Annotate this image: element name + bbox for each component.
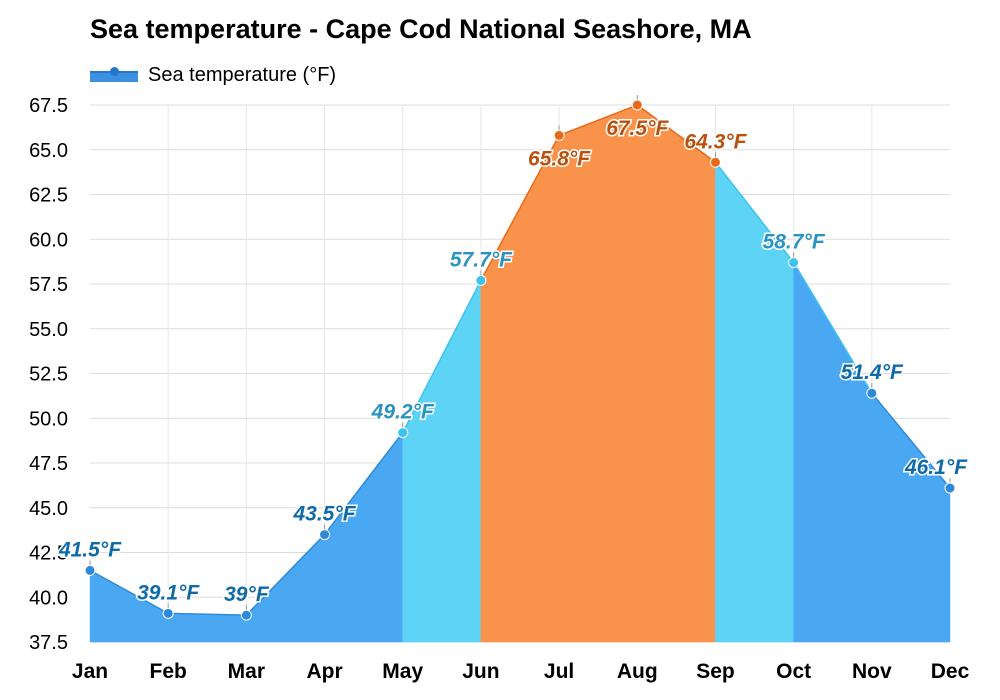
y-tick-label: 67.5	[29, 95, 68, 117]
data-point-sep	[709, 156, 721, 168]
x-tick-label: Aug	[617, 660, 658, 683]
x-tick-label: Mar	[228, 660, 265, 683]
x-tick-label: Apr	[306, 660, 342, 683]
data-point-oct	[788, 257, 800, 269]
series-line-segment	[323, 432, 404, 536]
area-band-jun	[480, 135, 560, 643]
series-line-segment	[89, 569, 169, 615]
x-tick-label: Jan	[72, 660, 108, 683]
series-line-segment	[245, 534, 326, 616]
legend[interactable]: Sea temperature (°F)	[90, 62, 336, 88]
x-tick-label: Nov	[852, 660, 892, 683]
y-tick-label: 60.0	[29, 229, 68, 251]
x-tick-label: May	[382, 660, 423, 683]
y-tick-label: 57.5	[29, 274, 68, 296]
y-tick-label: 52.5	[29, 364, 68, 386]
legend-label: Sea temperature (°F)	[148, 63, 337, 86]
series-line-segment	[636, 104, 716, 163]
area-band-feb	[167, 613, 247, 643]
data-label-jul: 65.8°F	[528, 147, 591, 170]
x-tick-label: Jul	[544, 660, 574, 683]
y-tick-label: 42.5	[29, 543, 68, 565]
y-tick-label: 47.5	[29, 453, 68, 475]
data-label-sep: 64.3°F	[684, 130, 747, 153]
data-point-nov	[866, 387, 878, 399]
data-point-may	[397, 427, 409, 439]
x-tick-label: Feb	[150, 660, 187, 683]
series-line-segment	[402, 280, 482, 433]
data-label-nov: 51.4°F	[841, 361, 904, 384]
area-band-jul	[558, 104, 638, 643]
series-line-segment	[168, 612, 247, 616]
y-tick-label: 65.0	[29, 140, 68, 162]
area-band-aug	[637, 104, 716, 643]
data-point-jun	[475, 274, 487, 286]
data-point-mar	[240, 609, 252, 621]
y-tick-label: 62.5	[29, 185, 68, 207]
data-label-oct: 58.7°F	[763, 231, 826, 254]
y-tick-label: 40.0	[29, 587, 68, 609]
y-tick-label: 50.0	[29, 408, 68, 430]
area-band-may	[402, 280, 482, 643]
area-band-apr	[324, 431, 403, 643]
x-tick-label: Jun	[462, 660, 499, 683]
data-point-aug	[631, 99, 643, 111]
series-line-segment	[714, 161, 795, 263]
area-band-nov	[871, 392, 951, 643]
x-tick-label: Oct	[776, 660, 811, 683]
y-tick-label: 55.0	[29, 319, 68, 341]
series-line-segment	[480, 135, 560, 281]
data-label-mar: 39°F	[224, 583, 270, 606]
data-label-jan: 41.5°F	[58, 538, 122, 561]
series-line-segment	[558, 104, 638, 137]
data-label-dec: 46.1°F	[904, 456, 968, 479]
data-point-jul	[553, 129, 565, 141]
data-label-jun: 57.7°F	[450, 248, 513, 271]
data-point-apr	[319, 529, 331, 541]
data-label-aug: 67.5°F	[606, 117, 669, 140]
data-point-dec	[944, 482, 956, 494]
data-label-may: 49.2°F	[371, 401, 435, 424]
x-tick-label: Sep	[696, 660, 735, 683]
chart-title: Sea temperature - Cape Cod National Seas…	[90, 14, 752, 44]
data-label-feb: 39.1°F	[137, 581, 200, 604]
x-tick-label: Dec	[931, 660, 970, 683]
series-line-segment	[871, 392, 951, 489]
y-tick-label: 37.5	[29, 632, 68, 654]
data-label-apr: 43.5°F	[292, 503, 356, 526]
area-band-oct	[793, 261, 873, 643]
legend-swatch-icon	[90, 67, 138, 82]
y-tick-label: 45.0	[29, 498, 68, 520]
data-point-feb	[162, 607, 174, 619]
series-line-segment	[792, 262, 873, 394]
data-point-jan	[84, 564, 96, 576]
